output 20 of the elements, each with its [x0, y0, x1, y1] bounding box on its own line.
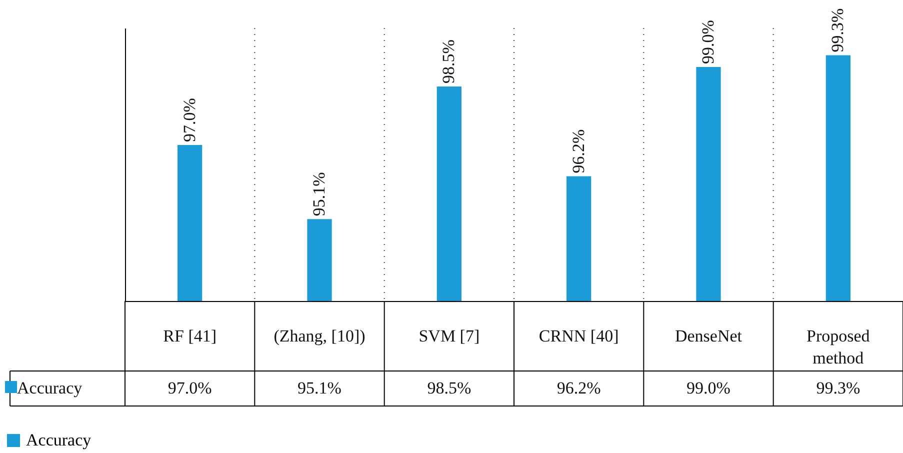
text: Accuracy — [17, 378, 82, 398]
text: 98.5% — [439, 40, 458, 84]
text: 97.0% — [180, 98, 199, 142]
text: 96.2% — [568, 129, 588, 174]
x-tick-label: SVM [7] — [418, 326, 480, 346]
data-label: 95.1% — [298, 378, 342, 398]
data-label: 98.5% — [427, 378, 472, 398]
data-label: 97.0% — [168, 378, 212, 398]
legend-label: Accuracy — [26, 430, 92, 450]
data-label: 99.0% — [686, 378, 730, 398]
x-tick-label: (Zhang, [10]) — [274, 326, 366, 346]
x-tick-label: Proposed method — [806, 326, 870, 368]
text: 99.3% — [828, 8, 848, 52]
text: 95.1% — [310, 172, 328, 216]
x-tick-label: RF [41] — [163, 326, 217, 346]
x-tick-label: DenseNet — [674, 326, 742, 346]
x-tick-label: CRNN [40] — [538, 326, 619, 346]
data-label: 99.3% — [816, 378, 860, 398]
data-label: 96.2% — [556, 378, 601, 398]
text: 99.0% — [698, 20, 718, 64]
